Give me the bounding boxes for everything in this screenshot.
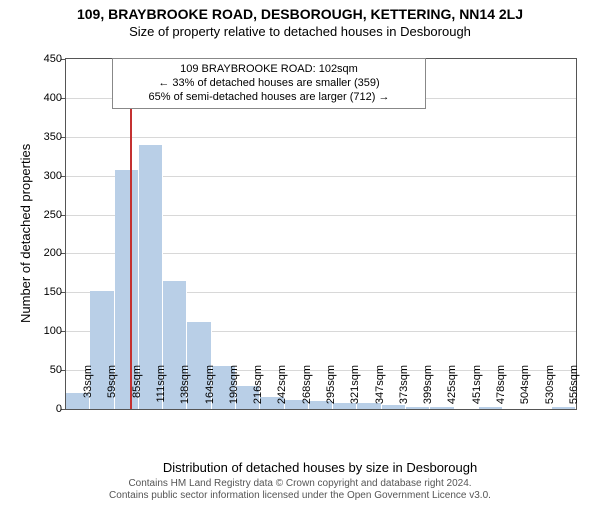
page-title: 109, BRAYBROOKE ROAD, DESBOROUGH, KETTER… — [0, 6, 600, 22]
xtick-label: 216sqm — [252, 365, 264, 415]
page-subtitle: Size of property relative to detached ho… — [0, 24, 600, 39]
ytick-label: 150 — [44, 286, 66, 298]
ytick-label: 200 — [44, 247, 66, 259]
xtick-label: 190sqm — [228, 365, 240, 415]
xtick-label: 33sqm — [82, 365, 94, 415]
ytick-label: 400 — [44, 92, 66, 104]
xtick-label: 399sqm — [422, 365, 434, 415]
xtick-label: 425sqm — [446, 365, 458, 415]
xtick-label: 321sqm — [349, 365, 361, 415]
ytick-label: 300 — [44, 170, 66, 182]
histogram-plot: 05010015020025030035040045033sqm59sqm85s… — [65, 58, 577, 410]
xtick-label: 111sqm — [155, 365, 167, 415]
xtick-label: 504sqm — [519, 365, 531, 415]
ytick-label: 100 — [44, 325, 66, 337]
xtick-label: 295sqm — [325, 365, 337, 415]
footer-line: Contains HM Land Registry data © Crown c… — [0, 478, 600, 490]
footer-line: Contains public sector information licen… — [0, 490, 600, 502]
annotation-box: 109 BRAYBROOKE ROAD: 102sqm ← 33% of det… — [112, 58, 426, 109]
ytick-label: 50 — [50, 364, 66, 376]
xtick-label: 242sqm — [276, 365, 288, 415]
xtick-label: 556sqm — [568, 365, 580, 415]
annotation-line: ← 33% of detached houses are smaller (35… — [119, 77, 419, 91]
footer: Contains HM Land Registry data © Crown c… — [0, 478, 600, 502]
xtick-label: 530sqm — [544, 365, 556, 415]
xtick-label: 451sqm — [471, 365, 483, 415]
marker-line — [130, 59, 132, 409]
xtick-label: 478sqm — [495, 365, 507, 415]
xtick-label: 138sqm — [179, 365, 191, 415]
ytick-label: 0 — [56, 403, 66, 415]
xtick-label: 347sqm — [374, 365, 386, 415]
xtick-label: 59sqm — [106, 365, 118, 415]
x-axis-label: Distribution of detached houses by size … — [65, 460, 575, 475]
gridline — [66, 137, 576, 138]
annotation-line: 65% of semi-detached houses are larger (… — [119, 91, 419, 105]
xtick-label: 164sqm — [204, 365, 216, 415]
ytick-label: 450 — [44, 53, 66, 65]
y-axis-label: Number of detached properties — [18, 144, 33, 323]
xtick-label: 373sqm — [398, 365, 410, 415]
xtick-label: 268sqm — [301, 365, 313, 415]
ytick-label: 250 — [44, 209, 66, 221]
xtick-label: 85sqm — [131, 365, 143, 415]
ytick-label: 350 — [44, 131, 66, 143]
annotation-line: 109 BRAYBROOKE ROAD: 102sqm — [119, 63, 419, 77]
